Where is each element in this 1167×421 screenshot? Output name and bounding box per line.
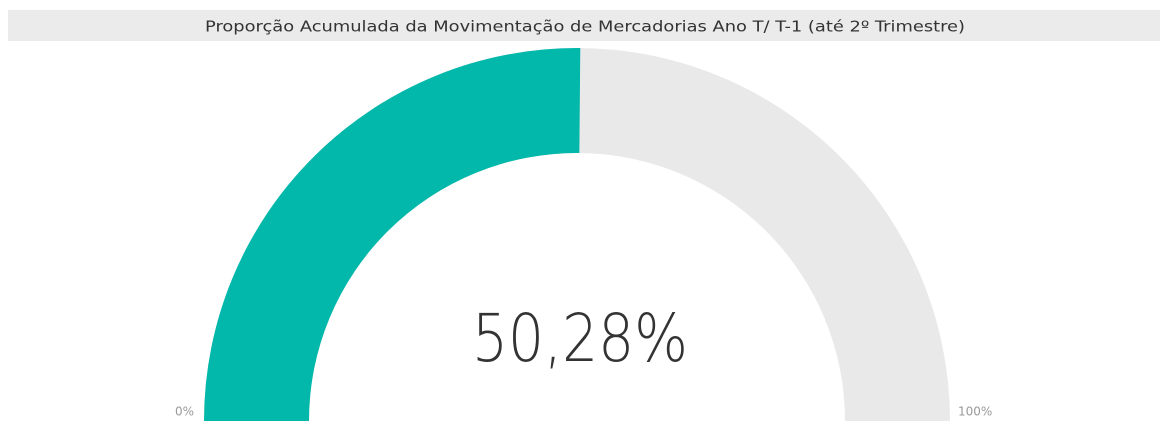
- title-band: [8, 10, 1160, 41]
- value-label: 50,28%: [472, 300, 688, 377]
- gauge-tick-label: 0%: [175, 405, 194, 419]
- gauge-tick-label: 100%: [958, 405, 992, 419]
- chart-title: Proporção Acumulada da Movimentação de M…: [205, 18, 965, 36]
- gauge-value: [204, 48, 581, 421]
